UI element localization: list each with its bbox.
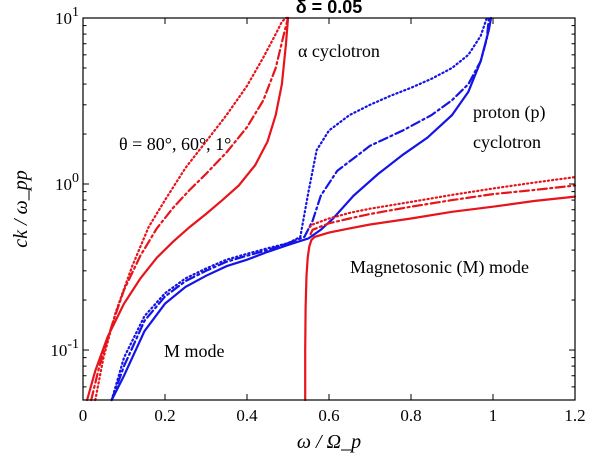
chart-title: δ = 0.05 <box>296 0 362 17</box>
series-red-dotted-6 <box>308 176 577 229</box>
y-tick-label: 101 <box>55 5 79 28</box>
annotation-proton-line1: proton (p) <box>473 102 545 123</box>
x-tick-label: 0.6 <box>318 406 339 425</box>
series-red-solid-2 <box>86 16 290 402</box>
y-tick-label: 10-1 <box>50 337 79 360</box>
annotation-theta: θ = 80°, 60°, 1° <box>119 134 231 154</box>
x-tick-label: 0.4 <box>236 406 258 425</box>
series-red-solid-8 <box>304 195 577 402</box>
series-red-dashdot-1 <box>90 16 290 402</box>
axis-ticks: 0 0.2 0.4 0.6 0.8 1 1.2 10-1 100 101 <box>50 5 585 425</box>
series-blue-dotted-3 <box>110 16 488 402</box>
series-blue-solid-5 <box>110 16 493 402</box>
x-tick-label: 0.8 <box>400 406 421 425</box>
annotation-magnetosonic: Magnetosonic (M) mode <box>350 257 529 278</box>
y-tick-label: 100 <box>55 171 79 194</box>
series-blue-dashdot-4 <box>110 16 490 402</box>
y-axis-label: ck / ω_pp <box>10 170 32 247</box>
annotation-proton-line2: cyclotron <box>473 132 541 152</box>
x-tick-label: 0 <box>79 406 88 425</box>
plot-frame <box>82 17 576 401</box>
annotation-m-mode: M mode <box>164 341 225 361</box>
x-tick-label: 0.2 <box>154 406 175 425</box>
series-group <box>86 16 577 402</box>
series-red-dashdot-7 <box>309 184 577 236</box>
x-tick-label: 1.2 <box>564 406 585 425</box>
x-axis-label: ω / Ω_p <box>297 431 361 453</box>
annotation-alpha-cyclotron: α cyclotron <box>298 41 380 61</box>
x-tick-label: 1 <box>489 406 498 425</box>
